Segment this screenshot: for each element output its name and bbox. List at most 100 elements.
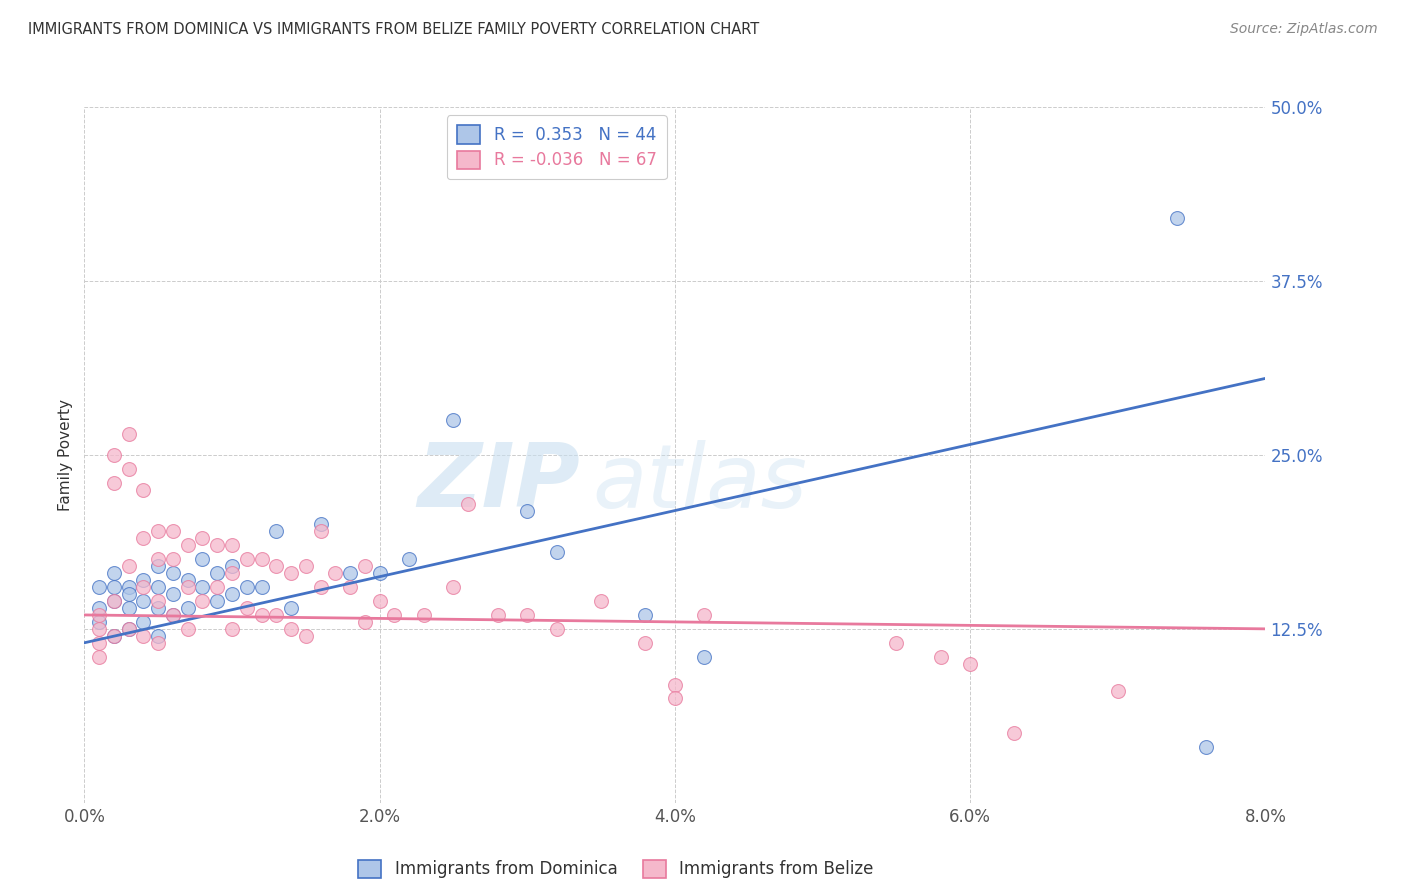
Point: [118, 462, 141, 476]
Point: [1166, 211, 1188, 226]
Point: [118, 559, 141, 574]
Point: [205, 580, 228, 594]
Point: [221, 587, 243, 601]
Point: [309, 517, 332, 532]
Point: [1004, 726, 1026, 740]
Point: [250, 580, 273, 594]
Point: [323, 566, 347, 581]
Point: [162, 607, 184, 622]
Point: [132, 580, 155, 594]
Legend: Immigrants from Dominica, Immigrants from Belize: Immigrants from Dominica, Immigrants fro…: [352, 853, 880, 885]
Point: [132, 615, 155, 629]
Point: [103, 594, 125, 608]
Point: [295, 559, 318, 574]
Text: IMMIGRANTS FROM DOMINICA VS IMMIGRANTS FROM BELIZE FAMILY POVERTY CORRELATION CH: IMMIGRANTS FROM DOMINICA VS IMMIGRANTS F…: [28, 22, 759, 37]
Point: [413, 607, 436, 622]
Point: [398, 552, 420, 566]
Point: [191, 532, 214, 546]
Text: ZIP: ZIP: [418, 439, 581, 526]
Point: [546, 622, 568, 636]
Point: [118, 622, 141, 636]
Point: [693, 607, 716, 622]
Point: [177, 622, 200, 636]
Point: [339, 580, 361, 594]
Point: [148, 580, 170, 594]
Point: [118, 587, 141, 601]
Point: [103, 629, 125, 643]
Point: [103, 448, 125, 462]
Point: [664, 677, 686, 691]
Point: [368, 566, 391, 581]
Point: [264, 559, 288, 574]
Point: [368, 594, 391, 608]
Point: [664, 691, 686, 706]
Point: [103, 475, 125, 490]
Point: [309, 580, 332, 594]
Point: [132, 594, 155, 608]
Point: [634, 636, 657, 650]
Point: [191, 552, 214, 566]
Point: [354, 559, 377, 574]
Point: [132, 573, 155, 587]
Point: [148, 552, 170, 566]
Point: [148, 636, 170, 650]
Point: [148, 601, 170, 615]
Point: [87, 649, 111, 664]
Point: [177, 601, 200, 615]
Point: [118, 601, 141, 615]
Point: [235, 601, 259, 615]
Point: [205, 538, 228, 552]
Point: [103, 594, 125, 608]
Point: [177, 573, 200, 587]
Point: [103, 629, 125, 643]
Point: [250, 607, 273, 622]
Point: [250, 552, 273, 566]
Point: [191, 580, 214, 594]
Point: [162, 566, 184, 581]
Point: [516, 503, 538, 517]
Point: [87, 601, 111, 615]
Point: [205, 594, 228, 608]
Point: [162, 524, 184, 539]
Point: [87, 607, 111, 622]
Point: [1195, 740, 1218, 755]
Point: [87, 622, 111, 636]
Point: [929, 649, 952, 664]
Point: [235, 580, 259, 594]
Point: [443, 413, 465, 427]
Point: [162, 552, 184, 566]
Point: [264, 524, 288, 539]
Point: [103, 566, 125, 581]
Point: [162, 587, 184, 601]
Point: [87, 636, 111, 650]
Point: [339, 566, 361, 581]
Point: [162, 607, 184, 622]
Point: [87, 615, 111, 629]
Point: [118, 622, 141, 636]
Point: [132, 483, 155, 497]
Point: [118, 580, 141, 594]
Point: [118, 427, 141, 442]
Point: [1107, 684, 1129, 698]
Point: [634, 607, 657, 622]
Point: [959, 657, 981, 671]
Point: [886, 636, 908, 650]
Point: [443, 580, 465, 594]
Point: [591, 594, 613, 608]
Point: [148, 629, 170, 643]
Text: atlas: atlas: [592, 440, 807, 525]
Point: [148, 524, 170, 539]
Point: [132, 629, 155, 643]
Point: [148, 559, 170, 574]
Point: [693, 649, 716, 664]
Point: [191, 594, 214, 608]
Point: [177, 580, 200, 594]
Point: [264, 607, 288, 622]
Text: Source: ZipAtlas.com: Source: ZipAtlas.com: [1230, 22, 1378, 37]
Point: [221, 559, 243, 574]
Point: [309, 524, 332, 539]
Point: [280, 566, 302, 581]
Y-axis label: Family Poverty: Family Poverty: [58, 399, 73, 511]
Point: [516, 607, 538, 622]
Point: [87, 580, 111, 594]
